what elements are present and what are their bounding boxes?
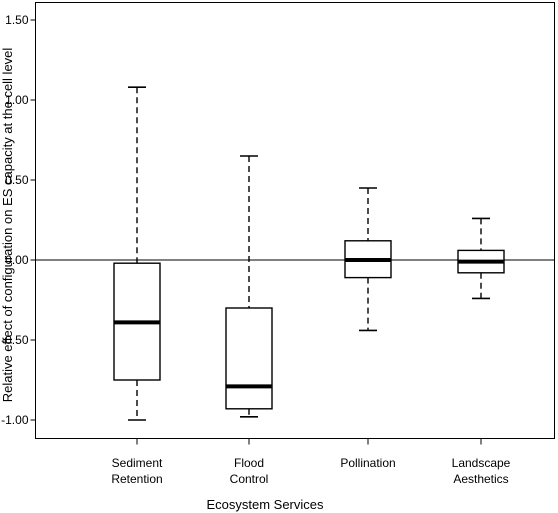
- box-3: [344, 187, 392, 332]
- box-2: [225, 155, 273, 418]
- y-tick-label: 1.50: [5, 13, 29, 27]
- box-series: [113, 86, 505, 421]
- x-tick-label: Pollination: [340, 456, 395, 470]
- box-4: [457, 217, 505, 300]
- x-axis-title: Ecosystem Services: [206, 497, 324, 512]
- x-tick-label: Sediment: [112, 456, 163, 470]
- x-tick-label: Aesthetics: [453, 472, 508, 486]
- y-tick-label: 0.50: [5, 173, 29, 187]
- y-tick-label: -1.00: [1, 413, 29, 427]
- box-1: [113, 86, 161, 421]
- x-tick-label: Retention: [111, 472, 162, 486]
- iqr-box: [225, 307, 273, 410]
- y-tick-label: -0.50: [1, 333, 29, 347]
- x-tick-label: Landscape: [452, 456, 511, 470]
- y-axis: -1.00 -0.50 0.00 0.50 1.00 1.50: [1, 13, 36, 427]
- y-tick-label: 0.00: [5, 253, 29, 267]
- y-axis-title: Relative effect of configuration on ES c…: [0, 48, 15, 403]
- y-tick-label: 1.00: [5, 93, 29, 107]
- plot-frame: [35, 2, 555, 439]
- x-tick-label: Control: [230, 472, 269, 486]
- x-tick-label: Flood: [234, 456, 264, 470]
- x-axis: Sediment Retention Flood Control Pollination…: [111, 438, 511, 486]
